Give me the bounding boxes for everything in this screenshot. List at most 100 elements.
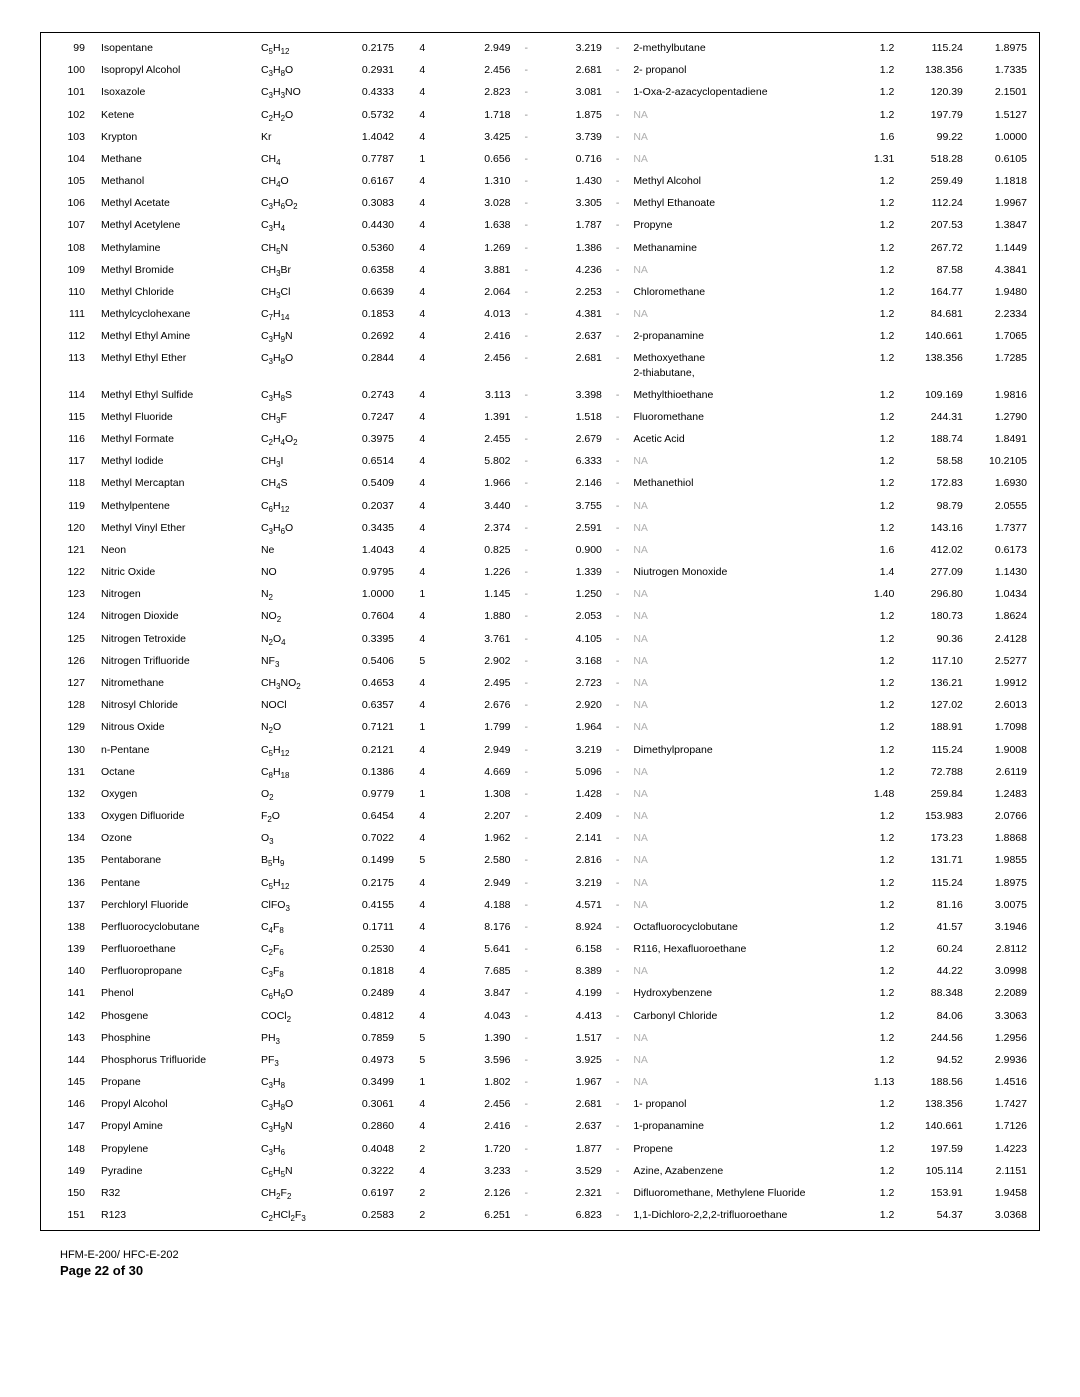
dash-1: - — [513, 628, 540, 650]
col-a: 0.7859 — [332, 1027, 396, 1049]
dash-1: - — [513, 126, 540, 148]
compound-name: Methyl Ethyl Ether — [99, 347, 259, 383]
dash-1: - — [513, 450, 540, 472]
synonym: NA — [631, 539, 844, 561]
row-index: 141 — [51, 982, 99, 1004]
col-f: 173.23 — [896, 827, 965, 849]
col-c: 8.176 — [449, 916, 513, 938]
col-f: 99.22 — [896, 126, 965, 148]
col-e: 1.2 — [844, 325, 897, 347]
dash-2: - — [604, 37, 631, 59]
formula: C5H5N — [259, 1160, 332, 1182]
synonym: NA — [631, 495, 844, 517]
col-a: 0.4155 — [332, 894, 396, 916]
col-g: 2.0555 — [965, 495, 1029, 517]
synonym: NA — [631, 716, 844, 738]
synonym: Carbonyl Chloride — [631, 1005, 844, 1027]
dash-1: - — [513, 539, 540, 561]
col-b: 4 — [396, 916, 449, 938]
col-d: 8.924 — [540, 916, 604, 938]
col-f: 54.37 — [896, 1204, 965, 1226]
col-e: 1.48 — [844, 783, 897, 805]
table-row: 102KeteneC2H2O0.573241.718-1.875-NA1.219… — [51, 104, 1029, 126]
synonym: NA — [631, 672, 844, 694]
table-row: 132OxygenO20.977911.308-1.428-NA1.48259.… — [51, 783, 1029, 805]
col-e: 1.2 — [844, 1027, 897, 1049]
synonym: NA — [631, 104, 844, 126]
col-f: 207.53 — [896, 214, 965, 236]
synonym: 2-propanamine — [631, 325, 844, 347]
col-e: 1.2 — [844, 1138, 897, 1160]
table-row: 100Isopropyl AlcoholC3H8O0.293142.456-2.… — [51, 59, 1029, 81]
col-f: 140.661 — [896, 1115, 965, 1137]
dash-2: - — [604, 650, 631, 672]
dash-2: - — [604, 849, 631, 871]
synonym: 1-propanamine — [631, 1115, 844, 1137]
col-d: 4.105 — [540, 628, 604, 650]
formula: CH3I — [259, 450, 332, 472]
col-g: 1.7065 — [965, 325, 1029, 347]
col-c: 2.676 — [449, 694, 513, 716]
col-d: 0.900 — [540, 539, 604, 561]
col-g: 1.9816 — [965, 384, 1029, 406]
col-a: 0.4333 — [332, 81, 396, 103]
col-g: 3.0075 — [965, 894, 1029, 916]
synonym: NA — [631, 517, 844, 539]
dash-2: - — [604, 761, 631, 783]
col-c: 1.718 — [449, 104, 513, 126]
col-b: 4 — [396, 192, 449, 214]
col-g: 0.6105 — [965, 148, 1029, 170]
synonym: NA — [631, 650, 844, 672]
table-row: 144Phosphorus TrifluoridePF30.497353.596… — [51, 1049, 1029, 1071]
col-e: 1.2 — [844, 37, 897, 59]
col-d: 2.053 — [540, 605, 604, 627]
col-e: 1.2 — [844, 192, 897, 214]
dash-1: - — [513, 281, 540, 303]
formula: C3H8O — [259, 1093, 332, 1115]
row-index: 114 — [51, 384, 99, 406]
row-index: 126 — [51, 650, 99, 672]
col-d: 3.755 — [540, 495, 604, 517]
col-g: 2.5277 — [965, 650, 1029, 672]
col-b: 4 — [396, 259, 449, 281]
row-index: 113 — [51, 347, 99, 383]
col-d: 3.168 — [540, 650, 604, 672]
col-d: 5.096 — [540, 761, 604, 783]
col-d: 1.250 — [540, 583, 604, 605]
dash-2: - — [604, 450, 631, 472]
col-c: 2.064 — [449, 281, 513, 303]
synonym: Propene — [631, 1138, 844, 1160]
col-d: 1.386 — [540, 237, 604, 259]
col-e: 1.2 — [844, 849, 897, 871]
col-b: 4 — [396, 214, 449, 236]
col-c: 2.902 — [449, 650, 513, 672]
dash-2: - — [604, 303, 631, 325]
formula: C2F6 — [259, 938, 332, 960]
compound-name: Octane — [99, 761, 259, 783]
dash-1: - — [513, 650, 540, 672]
col-b: 4 — [396, 37, 449, 59]
row-index: 137 — [51, 894, 99, 916]
col-d: 2.591 — [540, 517, 604, 539]
dash-2: - — [604, 872, 631, 894]
col-b: 4 — [396, 347, 449, 383]
dash-1: - — [513, 872, 540, 894]
dash-1: - — [513, 1138, 540, 1160]
col-b: 2 — [396, 1204, 449, 1226]
dash-2: - — [604, 59, 631, 81]
table-row: 107Methyl AcetyleneC3H40.443041.638-1.78… — [51, 214, 1029, 236]
synonym: 2- propanol — [631, 59, 844, 81]
table-row: 128Nitrosyl ChlorideNOCl0.635742.676-2.9… — [51, 694, 1029, 716]
col-e: 1.2 — [844, 384, 897, 406]
col-g: 1.1818 — [965, 170, 1029, 192]
row-index: 110 — [51, 281, 99, 303]
table-row: 134OzoneO30.702241.962-2.141-NA1.2173.23… — [51, 827, 1029, 849]
col-a: 0.4973 — [332, 1049, 396, 1071]
col-b: 4 — [396, 126, 449, 148]
row-index: 127 — [51, 672, 99, 694]
col-g: 1.8975 — [965, 37, 1029, 59]
col-f: 94.52 — [896, 1049, 965, 1071]
col-b: 1 — [396, 1071, 449, 1093]
col-f: 180.73 — [896, 605, 965, 627]
col-b: 4 — [396, 960, 449, 982]
